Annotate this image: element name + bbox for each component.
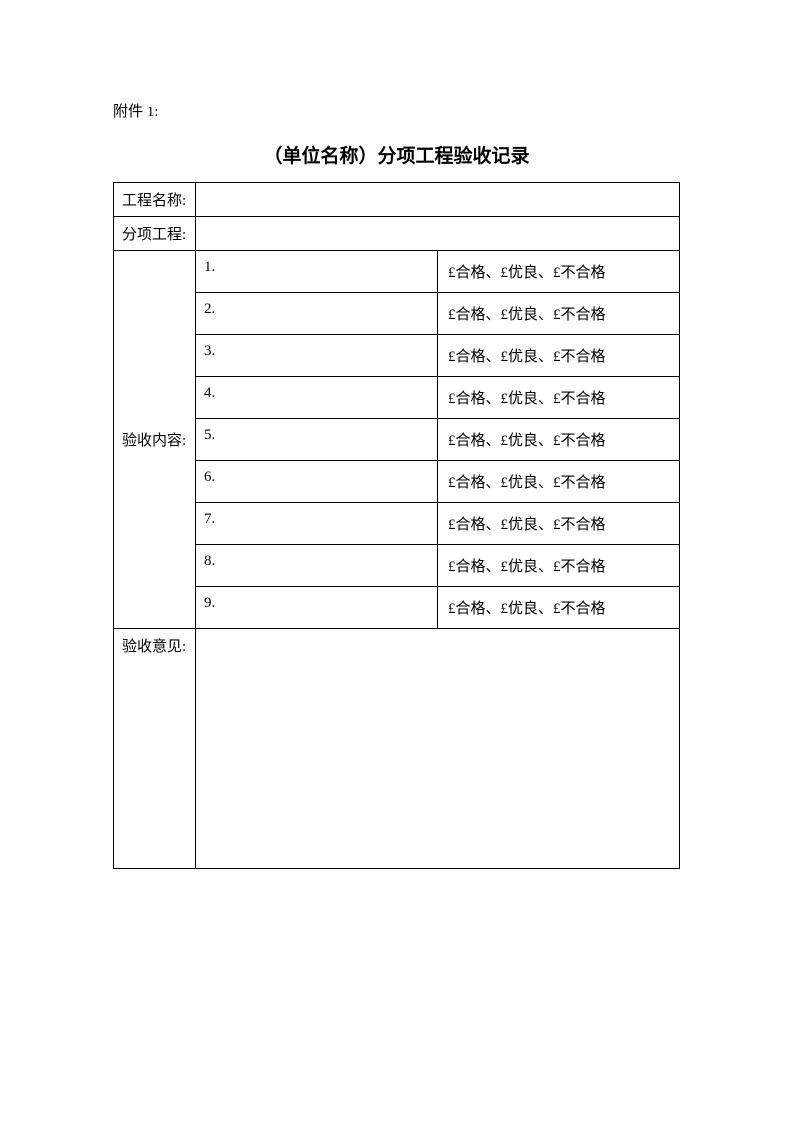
item-rating-9: £合格、£优良、£不合格	[438, 587, 680, 629]
item-num-3: 3.	[196, 335, 438, 377]
item-num-1: 1.	[196, 251, 438, 293]
acceptance-record-table: 工程名称: 分项工程: 验收内容: 1. £合格、£优良、£不合格 2. £合格…	[113, 182, 680, 869]
opinion-label: 验收意见:	[114, 629, 196, 869]
item-rating-4: £合格、£优良、£不合格	[438, 377, 680, 419]
item-rating-1: £合格、£优良、£不合格	[438, 251, 680, 293]
content-row-3: 3. £合格、£优良、£不合格	[114, 335, 680, 377]
content-row-9: 9. £合格、£优良、£不合格	[114, 587, 680, 629]
sub-project-value	[196, 217, 680, 251]
content-row-4: 4. £合格、£优良、£不合格	[114, 377, 680, 419]
item-num-6: 6.	[196, 461, 438, 503]
item-rating-5: £合格、£优良、£不合格	[438, 419, 680, 461]
content-row-6: 6. £合格、£优良、£不合格	[114, 461, 680, 503]
document-title: （单位名称）分项工程验收记录	[113, 141, 680, 168]
sub-project-row: 分项工程:	[114, 217, 680, 251]
project-name-value	[196, 183, 680, 217]
item-num-8: 8.	[196, 545, 438, 587]
content-label: 验收内容:	[114, 251, 196, 629]
item-rating-7: £合格、£优良、£不合格	[438, 503, 680, 545]
project-name-row: 工程名称:	[114, 183, 680, 217]
item-num-7: 7.	[196, 503, 438, 545]
item-rating-8: £合格、£优良、£不合格	[438, 545, 680, 587]
content-row-5: 5. £合格、£优良、£不合格	[114, 419, 680, 461]
project-name-label: 工程名称:	[114, 183, 196, 217]
content-row-8: 8. £合格、£优良、£不合格	[114, 545, 680, 587]
item-num-2: 2.	[196, 293, 438, 335]
content-row-7: 7. £合格、£优良、£不合格	[114, 503, 680, 545]
item-rating-6: £合格、£优良、£不合格	[438, 461, 680, 503]
item-rating-2: £合格、£优良、£不合格	[438, 293, 680, 335]
item-rating-3: £合格、£优良、£不合格	[438, 335, 680, 377]
item-num-5: 5.	[196, 419, 438, 461]
opinion-value	[196, 629, 680, 869]
item-num-9: 9.	[196, 587, 438, 629]
sub-project-label: 分项工程:	[114, 217, 196, 251]
opinion-row: 验收意见:	[114, 629, 680, 869]
content-row-1: 验收内容: 1. £合格、£优良、£不合格	[114, 251, 680, 293]
attachment-label: 附件 1:	[113, 100, 680, 121]
content-row-2: 2. £合格、£优良、£不合格	[114, 293, 680, 335]
item-num-4: 4.	[196, 377, 438, 419]
